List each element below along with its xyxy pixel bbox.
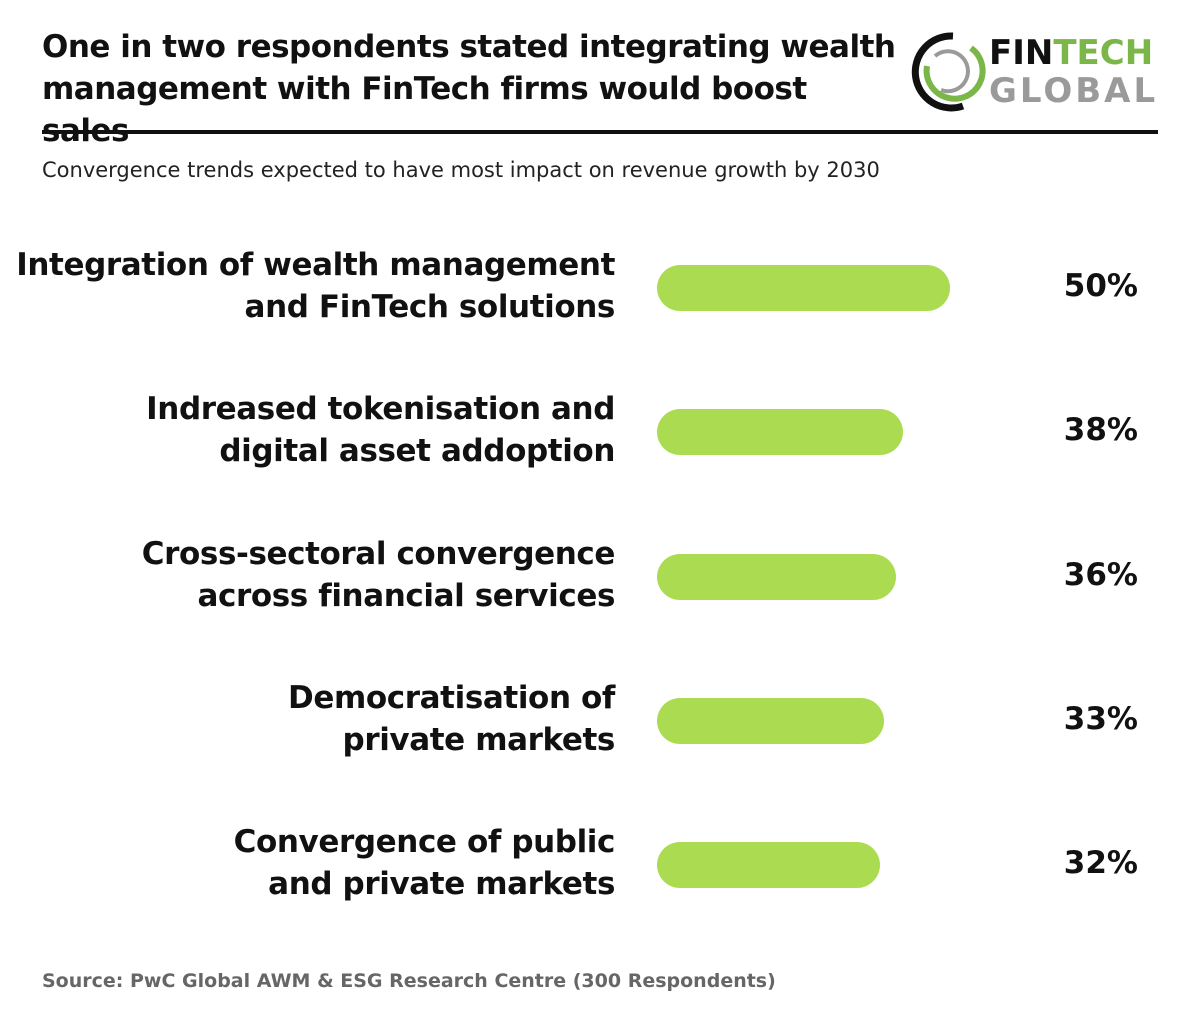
page-title: One in two respondents stated integratin…: [42, 29, 896, 149]
bar: [657, 842, 880, 889]
logo-ring-black: [911, 32, 965, 112]
value-label: 33%: [1063, 700, 1138, 737]
value-label: 36%: [1063, 556, 1138, 593]
bar: [657, 265, 950, 311]
category-label: Indreased tokenisation and digital asset …: [15, 388, 615, 472]
svg-text:FINTECH: FINTECH: [989, 33, 1153, 73]
bar: [657, 409, 904, 456]
category-label: Cross-sectoral convergence across financi…: [15, 533, 616, 617]
category-label-line: and FinTech solutions: [244, 289, 616, 325]
category-label: Democratisation of private markets: [15, 677, 615, 761]
category-label-line: Democratisation of: [288, 679, 615, 716]
category-label: Convergence of public and private markets: [15, 821, 616, 905]
fintech-global-logo: FINTECH GLOBAL: [911, 32, 1158, 112]
category-label-line: digital asset addoption: [219, 433, 615, 470]
value-label: 38%: [1063, 412, 1138, 449]
bar: [657, 697, 884, 744]
logo-ring-gray: [933, 49, 970, 94]
category-label-line: and private markets: [268, 866, 615, 903]
category-label-line: private markets: [342, 721, 616, 758]
category-label-line: Convergence of public: [233, 824, 616, 861]
logo-ring-green: [923, 45, 986, 102]
title-divider: [42, 130, 1158, 134]
svg-text:GLOBAL: GLOBAL: [989, 71, 1158, 111]
category-label: Integration of wealth management and FinT…: [15, 244, 615, 328]
bar: [657, 553, 896, 600]
value-label: 50%: [1063, 268, 1138, 304]
source-note: Source: PwC Global AWM & ESG Research Ce…: [42, 970, 776, 992]
chart-subtitle: Convergence trends expected to have most…: [42, 158, 880, 182]
value-label: 32%: [1063, 845, 1138, 882]
category-label-line: Indreased tokenisation and: [146, 391, 615, 428]
category-label-line: Integration of wealth management: [16, 247, 615, 283]
category-label-line: Cross-sectoral convergence: [141, 535, 616, 572]
category-label-line: across financial services: [197, 577, 615, 614]
